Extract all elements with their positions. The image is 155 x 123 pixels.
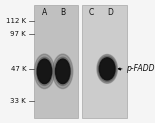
Text: A: A bbox=[42, 8, 47, 17]
Ellipse shape bbox=[54, 57, 71, 85]
Ellipse shape bbox=[34, 54, 55, 89]
Ellipse shape bbox=[99, 58, 115, 80]
Ellipse shape bbox=[98, 56, 116, 82]
Text: p-FADD: p-FADD bbox=[126, 64, 155, 73]
Text: 112 K: 112 K bbox=[6, 18, 26, 24]
Ellipse shape bbox=[53, 54, 73, 89]
Text: 33 K: 33 K bbox=[10, 98, 26, 104]
Bar bbox=[34, 5, 78, 118]
Ellipse shape bbox=[97, 54, 117, 83]
Text: C: C bbox=[89, 8, 94, 17]
Text: D: D bbox=[107, 8, 113, 17]
Bar bbox=[82, 5, 127, 118]
Text: B: B bbox=[60, 8, 65, 17]
Ellipse shape bbox=[36, 57, 53, 85]
Ellipse shape bbox=[55, 59, 70, 84]
Ellipse shape bbox=[37, 59, 52, 84]
Text: 97 K: 97 K bbox=[10, 31, 26, 37]
Text: 47 K: 47 K bbox=[11, 66, 26, 72]
